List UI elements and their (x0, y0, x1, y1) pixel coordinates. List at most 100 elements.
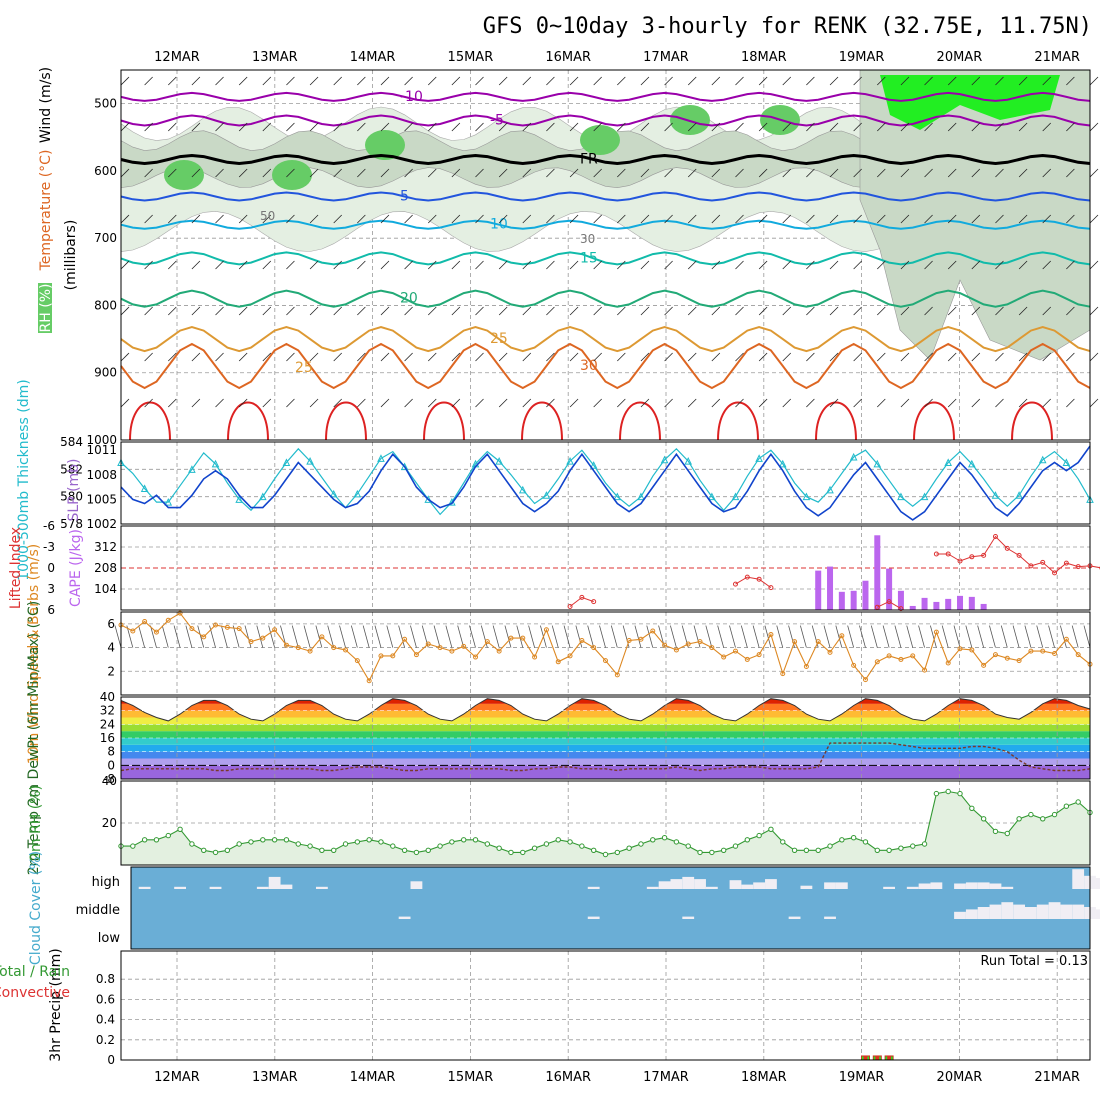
wind-barb (144, 352, 153, 362)
wind-barb (191, 352, 201, 362)
bottom-date-label: 12MAR (154, 1070, 200, 1085)
rh-marker (165, 832, 171, 839)
wind-barb (782, 260, 792, 270)
temperature-tick: 0 (107, 758, 115, 772)
wind-speed-marker (862, 677, 868, 683)
wind-barb (309, 352, 319, 362)
rh-marker (201, 847, 207, 853)
wind-barb (1018, 168, 1028, 178)
wind-barb (995, 260, 1004, 270)
wind-barb (357, 122, 366, 132)
temperature-color-band (121, 703, 1090, 711)
wind-barb (782, 214, 792, 224)
wind-barb (900, 214, 910, 224)
wind-speed-marker (1028, 648, 1034, 654)
isotherm-line (815, 401, 857, 441)
rh-marker (1051, 811, 1058, 818)
rh-marker (839, 837, 845, 843)
rh-legend-swatch (38, 283, 52, 333)
wind-barb (947, 398, 957, 408)
wind-barb (947, 352, 957, 362)
rh-marker (531, 845, 538, 851)
rh-marker (815, 847, 821, 853)
wind-barb (522, 398, 532, 408)
wind-barb (924, 214, 933, 224)
wind-barb (853, 260, 862, 270)
cloud-cell (587, 886, 600, 889)
wind-speed-marker (792, 639, 798, 645)
wind-barb (735, 122, 744, 132)
wind-barb (191, 76, 201, 86)
wind-barb (640, 76, 650, 86)
thickness-marker (329, 489, 338, 498)
cloud-cell (280, 884, 293, 889)
cloud-cell (1025, 907, 1037, 919)
temperature-color-band (121, 724, 1090, 732)
wind-barb (924, 76, 933, 86)
wind-barb (167, 76, 177, 86)
wind-barb (646, 625, 654, 648)
wind-speed-marker (851, 662, 857, 668)
wind-barb (664, 306, 673, 316)
wind-barb (877, 306, 886, 316)
wind-speed-marker (437, 645, 443, 651)
wind-speed-marker (591, 645, 597, 651)
wind-barb (1018, 260, 1028, 270)
wind-barb (256, 625, 264, 648)
rh-marker (177, 826, 183, 832)
wind-barb (829, 76, 839, 86)
wind-barb (120, 398, 130, 408)
wind-barb (711, 306, 721, 316)
wind-barb (1000, 625, 1008, 648)
wind-barb (687, 398, 697, 408)
cape-bar (957, 595, 964, 610)
rh-marker (957, 790, 963, 797)
rh-marker (1063, 803, 1070, 809)
rh-high-area (580, 125, 620, 155)
rh-marker (567, 839, 573, 845)
wind-barb (262, 352, 272, 362)
cloud-cell (256, 886, 269, 889)
upper-air-panel: 500 600 700 800 900 1000 -10 -5 FR 5 10 15 20 25 30 25 3… (86, 69, 1099, 447)
wind-barb (546, 260, 555, 270)
wind-barb (640, 122, 650, 132)
wind-speed-marker (768, 632, 774, 638)
lifted-index-marker (981, 552, 987, 558)
wind-barb (286, 76, 295, 86)
wind-barb (1089, 398, 1099, 408)
wind-speed-marker (283, 642, 289, 648)
cloud-cell (398, 916, 411, 919)
lifted-index-marker (874, 604, 880, 610)
isotherm-label: 25 (490, 331, 508, 347)
precip-tick: 0 (107, 1053, 115, 1067)
rh-contour-label: 50 (260, 209, 275, 223)
wind-barb (1042, 260, 1052, 270)
wind-barb (498, 352, 508, 362)
rh-marker (236, 841, 242, 847)
wind-speed-marker (933, 629, 939, 635)
wind-barb (806, 122, 815, 132)
wind-barb (640, 168, 650, 178)
rh-marker (260, 837, 266, 843)
wind-barb (451, 398, 461, 408)
cloud-cell (1072, 904, 1085, 919)
wind-barb (475, 306, 484, 316)
rh-marker (744, 837, 751, 843)
wind-barb (191, 214, 201, 224)
temperature-color-band (121, 731, 1090, 738)
wind-barb (286, 214, 295, 224)
thickness-axis-title: 1000-500mb Thickness (dm) (16, 379, 32, 580)
lifted-index-marker (969, 554, 975, 560)
wind-speed-marker (685, 641, 691, 647)
cloud-cell (1095, 909, 1100, 919)
wind-barb (238, 398, 248, 408)
precip-legend-convective: Convective (0, 985, 70, 1001)
wind-10m-axis-title: 10m Wind Speed & Barbs (m/s) (26, 544, 42, 764)
thickness-marker (353, 489, 362, 498)
thickness-marker (660, 455, 669, 464)
rh-marker (720, 847, 727, 853)
wind-barb (309, 122, 319, 132)
lifted-index-marker (898, 606, 904, 612)
thickness-tick: 580 (60, 490, 83, 504)
pressure-tick: 600 (94, 164, 117, 178)
